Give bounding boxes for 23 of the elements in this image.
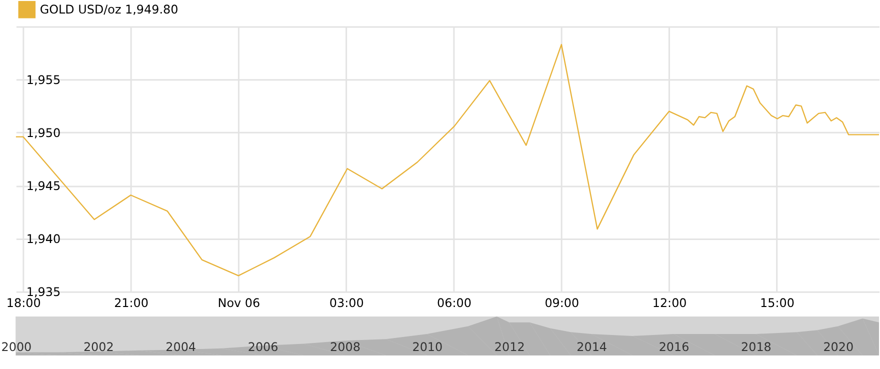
- y-tick-label: 1,955: [26, 73, 61, 88]
- y-tick-label: 1,940: [26, 232, 61, 246]
- x-tick-label: 2018: [741, 340, 772, 354]
- x-tick-label: 12:00: [652, 296, 687, 310]
- x-tick-label: 2010: [412, 340, 443, 354]
- x-tick-label: 2000: [1, 340, 32, 354]
- x-tick-label: 2014: [576, 340, 608, 354]
- x-tick-label: 03:00: [329, 296, 364, 310]
- x-tick-label: 09:00: [544, 296, 580, 310]
- y-tick-label: 1,945: [26, 179, 61, 194]
- legend-label: GOLD USD/oz 1,949.80: [40, 2, 178, 17]
- x-tick-label: 2020: [823, 340, 854, 354]
- x-tick-label: 15:00: [760, 296, 794, 310]
- x-tick-label: 2016: [658, 340, 690, 354]
- y-tick-label: 1,950: [26, 126, 61, 140]
- x-tick-label: 2012: [494, 340, 525, 354]
- x-tick-label: 21:00: [114, 296, 148, 310]
- x-tick-label: 06:00: [437, 296, 472, 310]
- x-tick-label: 2002: [83, 340, 114, 354]
- x-tick-label: 2008: [330, 340, 360, 354]
- x-tick-label: 2004: [166, 340, 196, 354]
- x-tick-label: Nov 06: [218, 296, 260, 310]
- x-tick-label: 2006: [248, 340, 278, 354]
